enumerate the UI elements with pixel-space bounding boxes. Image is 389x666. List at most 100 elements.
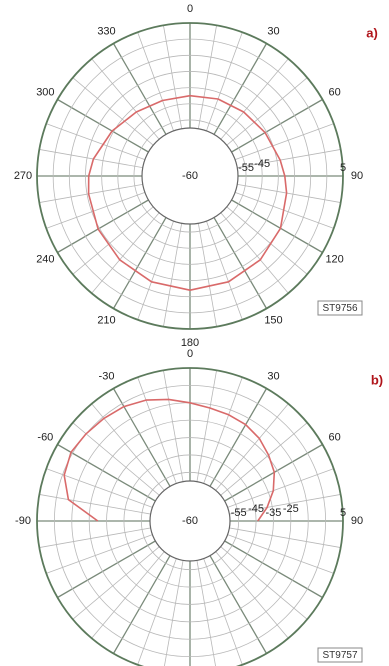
spoke-line [91,212,160,294]
angle-label: 60 [329,431,341,443]
spoke-line [91,551,165,639]
grid-ring [101,87,279,265]
radial-label: -60 [182,515,198,527]
radial-label: -25 [283,503,299,515]
spoke-line [137,32,174,132]
spoke-line [46,534,153,574]
spoke-line [206,220,243,320]
angle-label: 120 [325,253,343,265]
angle-label: 90 [351,515,363,527]
angle-label: 210 [97,315,115,327]
spoke-line [39,527,151,548]
grid-ring [53,384,327,658]
spoke-line [72,546,160,620]
spoke-line [72,422,160,496]
angle-label: 0 [187,348,193,360]
spoke-line [72,77,154,146]
polar-chart-b: 0 30 60 90 -30 -60 -90 -60 -55 -45 -35 -25 5 b) ST9757 [15,348,383,666]
spoke-line [231,199,323,254]
radial-label: -60 [182,170,198,182]
spoke-line [163,25,183,129]
spoke-line [39,149,143,169]
radial-label: -45 [254,158,270,170]
angle-label: 180 [181,337,199,349]
outer-ring [36,367,344,666]
grid-ring [68,54,312,298]
angle-label: 0 [187,3,193,15]
spoke-line [196,370,217,482]
spoke-line [91,403,165,491]
angle-label: -60 [37,431,53,443]
grid-ring [85,71,295,281]
angle-label: 300 [36,86,54,98]
grid-ring [117,103,263,249]
radial-label: 5 [340,507,346,519]
angle-label: 90 [351,170,363,182]
grid-ring [52,38,328,314]
spoke-line [164,560,184,666]
spoke-line [237,183,341,203]
spoke-line [229,527,341,548]
angle-label: 150 [264,315,282,327]
spoke-line [226,77,308,146]
spoke-line [72,206,154,275]
polar-chart-a: 0 30 60 90 120 150 180 210 240 270 300 330 -60 -55 -45… [14,3,378,349]
angle-label: 60 [329,86,341,98]
spoke-line [137,220,174,320]
spoke-line [215,551,289,639]
outer-ring [36,22,344,330]
pattern-line [63,398,276,522]
angle-label: 330 [97,25,115,37]
spoke-line [220,212,289,294]
spoke-line [46,468,153,508]
panel-label: a) [366,25,378,40]
spoke-line [112,217,167,309]
spoke-line [213,43,268,135]
panel-label: b) [371,372,383,387]
spoke-line [112,555,171,654]
spoke-line [234,123,334,160]
spoke-line [234,192,334,229]
spoke-line [220,546,308,620]
spoke-line [39,494,151,515]
spoke-line [227,534,334,574]
figure-code: ST9756 [322,303,357,314]
spoke-line [57,199,149,254]
spoke-line [203,377,243,484]
radial-label: 5 [340,162,346,174]
spoke-line [224,540,323,599]
spoke-line [229,494,341,515]
angle-label: -90 [15,515,31,527]
angle-label: 240 [36,253,54,265]
inner-circle [141,127,239,225]
angle-label: 30 [267,370,279,382]
grid-ring [123,454,257,588]
spoke-line [112,388,171,487]
spoke-line [237,149,341,169]
spoke-line [57,540,156,599]
grid-ring [140,471,240,571]
grid-ring [133,119,247,233]
spoke-line [46,123,146,160]
figure-code-box [317,300,363,316]
grid-ring [106,437,274,605]
spoke-line [227,468,334,508]
spoke-line [196,560,216,666]
spoke-line [206,32,243,132]
spoke-line [91,58,160,140]
spoke-line [220,422,308,496]
spoke-line [163,223,183,327]
radial-label: -55 [238,162,254,174]
spoke-line [213,217,268,309]
radial-label: -55 [231,507,247,519]
angle-label: 270 [14,170,32,182]
spoke-line [203,558,243,665]
spoke-line [57,443,156,502]
figure-code: ST9757 [322,650,357,661]
spoke-line [112,43,167,135]
grid-ring [88,419,292,623]
spoke-line [46,192,146,229]
spoke-line [137,558,177,665]
radial-label: -35 [266,507,282,519]
